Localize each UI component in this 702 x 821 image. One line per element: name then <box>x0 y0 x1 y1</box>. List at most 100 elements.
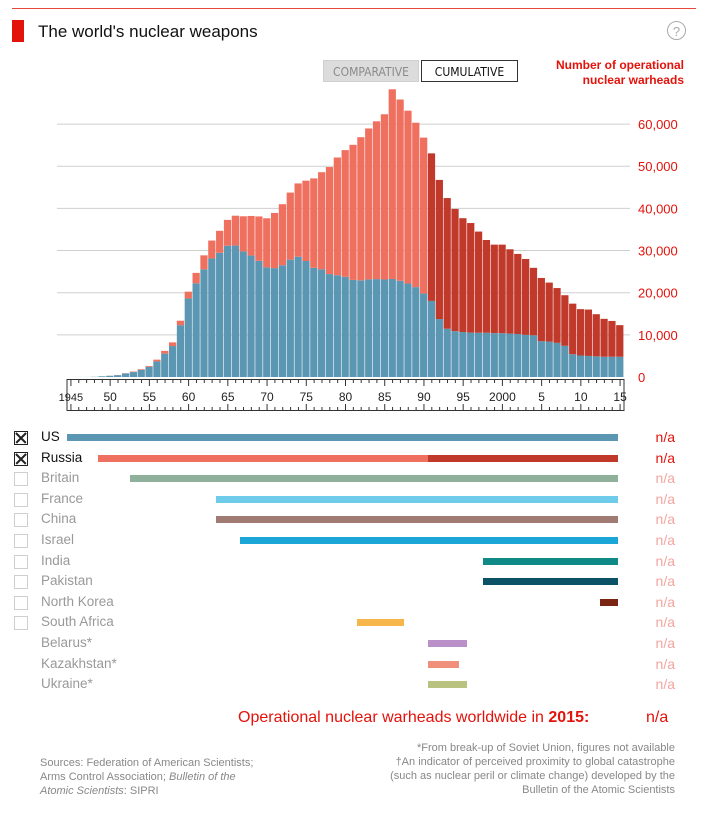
bar-us <box>482 332 491 377</box>
country-name: South Africa <box>41 614 114 630</box>
country-row[interactable]: Pakistan n/a <box>0 572 702 592</box>
country-row[interactable]: North Korea n/a <box>0 593 702 613</box>
x-tick-label: 5 <box>538 390 545 404</box>
bar-us <box>412 287 420 377</box>
bar-us <box>365 279 373 377</box>
bar-us <box>286 259 294 377</box>
bar-russia <box>255 216 263 261</box>
total-prefix: Operational nuclear warheads worldwide i… <box>238 709 549 726</box>
country-value: n/a <box>655 593 675 610</box>
country-row[interactable]: India n/a <box>0 552 702 572</box>
bar-us <box>270 268 279 377</box>
bar-russia <box>184 291 192 299</box>
country-checkbox[interactable] <box>14 534 28 548</box>
bar-russia <box>482 240 491 333</box>
x-tick-label: 95 <box>456 390 470 404</box>
y-axis-title-line2: nuclear warheads <box>582 73 684 87</box>
bar-us <box>561 345 569 377</box>
bar-us <box>490 333 498 377</box>
bar-us <box>176 325 185 377</box>
bar-russia <box>490 244 498 334</box>
bar-russia <box>584 309 593 356</box>
bar-russia <box>176 320 185 326</box>
bar-russia <box>349 144 357 280</box>
country-checkbox[interactable] <box>14 616 28 631</box>
country-checkbox[interactable] <box>14 451 28 466</box>
bar-russia <box>412 122 420 288</box>
country-checkbox[interactable] <box>14 575 28 590</box>
country-row[interactable]: France n/a <box>0 490 702 510</box>
country-value: n/a <box>655 449 675 466</box>
country-value: n/a <box>655 676 675 693</box>
country-timeline-bar <box>216 516 618 524</box>
country-timeline-bar <box>600 598 618 606</box>
country-timeline-bar <box>427 454 618 462</box>
country-name: India <box>41 552 71 568</box>
country-row[interactable]: Israel n/a <box>0 531 702 551</box>
bar-russia <box>247 215 255 256</box>
toggle-comparative[interactable]: COMPARATIVE <box>323 60 419 82</box>
country-row: Kazakhstan* n/a <box>0 655 702 675</box>
bar-us <box>168 346 177 377</box>
bar-us <box>294 256 302 377</box>
bar-us <box>451 331 459 377</box>
country-value: n/a <box>655 552 675 569</box>
country-name: China <box>41 511 77 527</box>
bar-russia <box>545 282 553 342</box>
bar-us <box>333 275 341 377</box>
bar-russia <box>333 157 341 276</box>
bar-us <box>545 341 553 377</box>
bar-russia <box>506 249 514 334</box>
country-timeline-bar <box>98 454 428 462</box>
bar-us <box>310 267 318 377</box>
bar-us <box>600 356 608 377</box>
total-label: Operational nuclear warheads worldwide i… <box>238 709 589 727</box>
bar-russia <box>592 314 600 357</box>
bar-russia <box>561 295 569 346</box>
bar-russia <box>341 150 349 277</box>
country-checkbox[interactable] <box>14 554 28 569</box>
bar-russia <box>396 99 404 281</box>
bar-russia <box>522 258 530 335</box>
country-row[interactable]: China n/a <box>0 510 702 530</box>
help-icon[interactable]: ? <box>667 21 686 40</box>
country-checkbox[interactable] <box>14 513 28 528</box>
bar-russia <box>365 128 373 280</box>
bar-russia <box>263 218 271 268</box>
country-checkbox[interactable] <box>14 431 28 445</box>
sources-line3a: Atomic Scientists <box>40 785 124 797</box>
country-row[interactable]: South Africa n/a <box>0 613 702 633</box>
toggle-cumulative[interactable]: CUMULATIVE <box>421 60 518 82</box>
bar-russia <box>161 350 169 354</box>
bar-russia <box>325 167 334 275</box>
x-tick-label: 70 <box>260 390 274 404</box>
country-name: North Korea <box>41 593 114 609</box>
country-checkbox[interactable] <box>14 472 28 487</box>
bar-us <box>608 356 616 377</box>
country-checkbox[interactable] <box>14 595 28 610</box>
x-tick-label: 1945 <box>59 392 83 404</box>
bar-us <box>396 280 404 377</box>
footnotes: *From break-up of Soviet Union, figures … <box>390 741 675 797</box>
bar-russia <box>435 179 443 320</box>
country-row[interactable]: Britain n/a <box>0 469 702 489</box>
bar-us <box>302 260 310 377</box>
x-tick-label: 55 <box>143 390 157 404</box>
country-timeline-bar <box>427 640 468 647</box>
bar-russia <box>514 253 522 335</box>
country-checkbox[interactable] <box>14 492 28 507</box>
bar-russia <box>168 342 177 347</box>
bar-russia <box>529 267 538 336</box>
country-timeline-bar <box>239 537 618 544</box>
bar-russia <box>137 369 145 370</box>
country-row[interactable]: Russia n/a <box>0 449 702 469</box>
country-timeline-bar <box>427 660 460 668</box>
country-row[interactable]: US n/a <box>0 428 702 448</box>
bar-russia <box>569 303 577 355</box>
bar-russia <box>608 320 616 357</box>
bar-russia <box>467 223 475 333</box>
bar-russia <box>600 318 608 357</box>
bar-russia <box>239 216 247 252</box>
sources-line3b: : SIPRI <box>123 785 159 797</box>
country-name: Kazakhstan* <box>41 655 117 671</box>
